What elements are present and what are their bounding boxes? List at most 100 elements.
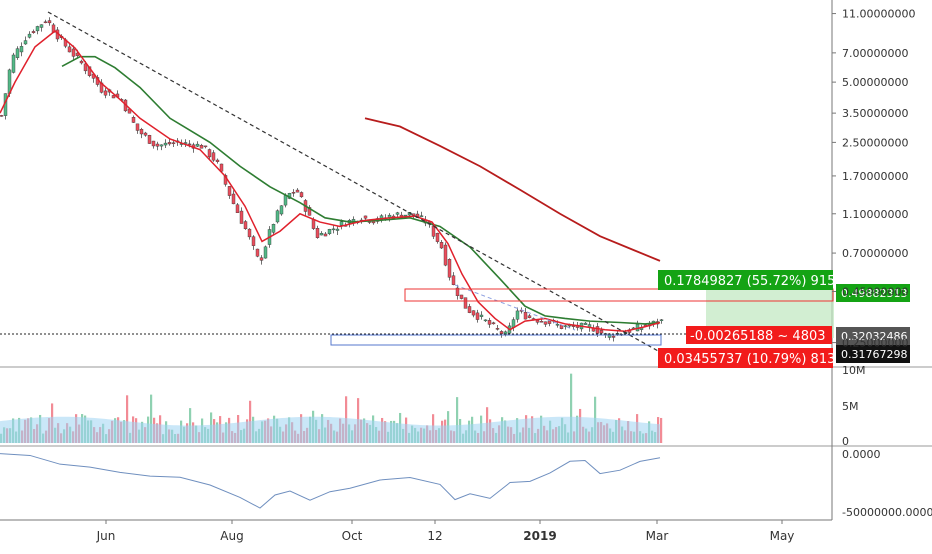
loss-label-bg [658, 348, 833, 368]
candle-body [239, 210, 244, 224]
candle-body [147, 135, 152, 144]
candle-body [439, 242, 444, 249]
candle-body [263, 246, 268, 259]
candle-body [23, 40, 28, 45]
candle-body [487, 320, 492, 325]
candle-body [71, 48, 76, 57]
volume-bar [150, 394, 153, 443]
candle-body [459, 294, 464, 299]
candle-body [403, 214, 408, 217]
candle-body [539, 321, 544, 323]
candle-body [339, 221, 344, 226]
time-tick-label: May [770, 529, 795, 543]
candle-body [243, 221, 248, 230]
candle-body [203, 145, 208, 148]
candle-body [295, 189, 300, 193]
candle-body [475, 312, 480, 320]
candle-body [227, 186, 232, 196]
stop-price-tag [836, 345, 910, 363]
current-price-tag [836, 327, 910, 345]
stop-price-label: 0.31767298 [841, 348, 907, 361]
time-tick-label: 2019 [523, 529, 556, 543]
candle-body [215, 159, 220, 162]
obv-line [0, 453, 661, 509]
price-tick-label: 0.25000000 [842, 337, 908, 350]
price-tick-label: 2.50000000 [842, 136, 908, 149]
candle-body [43, 21, 48, 24]
candle-body [143, 132, 148, 136]
time-tick-label: Oct [342, 529, 363, 543]
channel-line [454, 284, 576, 331]
candle-body [211, 152, 216, 161]
candle-body [467, 306, 472, 313]
price-tick-label: 0.70000000 [842, 247, 908, 260]
candle-body [495, 328, 500, 330]
candle-body [39, 24, 44, 28]
candle-body [235, 204, 240, 213]
candle-body [395, 212, 400, 215]
candle-body [47, 20, 52, 24]
candle-body [171, 142, 176, 144]
candle-body [419, 215, 424, 217]
candle-body [323, 233, 328, 237]
ma-mid-line [61, 55, 661, 325]
candle-body [151, 140, 156, 147]
candle-body [291, 192, 296, 194]
current-price-label: 0.32032486 [841, 330, 907, 343]
candle-body [103, 90, 108, 96]
candle-body [155, 143, 160, 147]
candle-body [255, 248, 260, 257]
candle-body [299, 192, 304, 198]
candle-body [455, 287, 460, 296]
candle-body [471, 310, 476, 316]
candle-body [271, 224, 276, 233]
candle-body [319, 233, 324, 236]
profit-label: 0.17849827 (55.72%) 9157 [664, 274, 844, 289]
candle-body [199, 145, 204, 149]
candle-body [283, 195, 288, 206]
candle-body [15, 48, 20, 58]
candle-body [307, 207, 312, 216]
volume-bar [456, 397, 459, 443]
candle-body [611, 335, 616, 338]
candle-body [659, 319, 664, 321]
candle-body [187, 143, 192, 146]
time-tick-label: Mar [646, 529, 669, 543]
candle-body [595, 326, 600, 334]
candle-body [67, 46, 72, 53]
volume-tick-label: 10M [842, 364, 866, 377]
candle-body [131, 117, 136, 123]
candle-body [435, 232, 440, 242]
candle-body [259, 257, 264, 261]
candle-body [363, 215, 368, 219]
candle-body [19, 46, 24, 53]
candle-body [27, 33, 32, 38]
candle-body [247, 228, 252, 238]
candle-body [231, 193, 236, 205]
candle-body [451, 275, 456, 285]
candle-body [251, 236, 256, 246]
candle-body [599, 330, 604, 334]
time-tick-label: 12 [427, 529, 442, 543]
price-tick-label: 1.10000000 [842, 208, 908, 221]
candle-body [563, 325, 568, 327]
ma-fast-line [0, 30, 661, 332]
candle-body [207, 149, 212, 158]
volume-pane [0, 373, 663, 443]
candle-body [275, 210, 280, 223]
price-tick-label: 3.50000000 [842, 107, 908, 120]
price-tick-label: 7.00000000 [842, 47, 908, 60]
obv-tick-label: -50000000.0000 [842, 506, 932, 519]
candle-body [527, 315, 532, 318]
current-label: -0.00265188 ~ 4803 [690, 329, 826, 344]
candle-body [167, 142, 172, 145]
candle-body [279, 205, 284, 215]
candle-body [31, 31, 36, 33]
candle-body [547, 320, 552, 324]
volume-bar [570, 373, 573, 443]
candle-body [83, 63, 88, 72]
target-price-label: 0.49882313 [841, 287, 907, 300]
candle-body [463, 297, 468, 309]
